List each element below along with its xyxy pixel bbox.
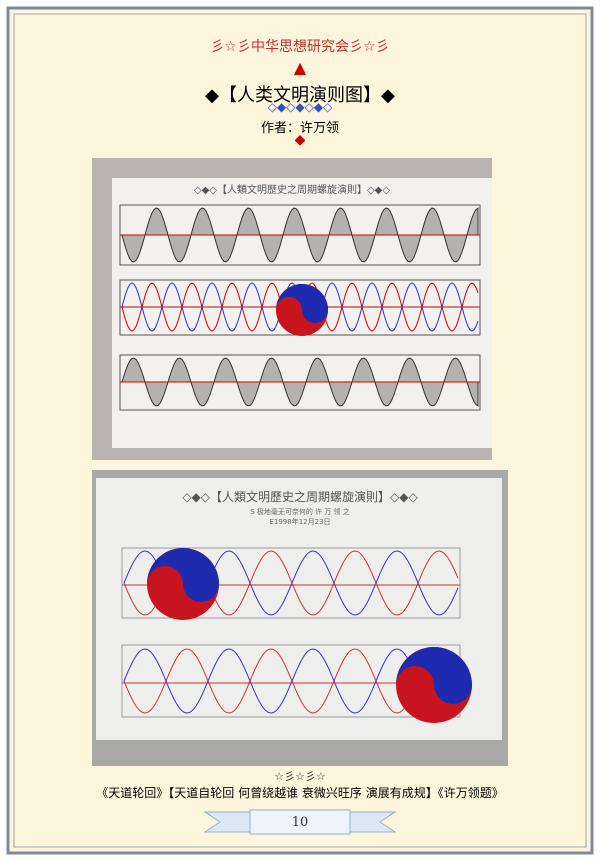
photo: [92, 158, 492, 460]
wave: [123, 648, 459, 714]
header-title: 彡☆彡中华思想研究会彡☆彡: [210, 39, 390, 55]
author: 作者：许万领: [260, 121, 339, 136]
photo-title: ◇◆◇【人類文明歷史之周期螺旋演則】◇◆◇: [193, 185, 391, 196]
page-number: 10: [291, 815, 309, 830]
heading: ◆【人类文明演则图】◆: [205, 85, 395, 106]
taiji: [147, 548, 219, 602]
ornament: ◇◆◇◆◇◆◇: [267, 100, 333, 114]
footer-ornament: ☆彡☆彡☆: [274, 770, 326, 783]
band: [121, 547, 461, 619]
photo-date: E1998年12月23日: [269, 518, 331, 526]
taiji: [396, 647, 472, 704]
photo-title: ◇◆◇【人類文明歷史之周期螺旋演則】◇◆◇: [182, 490, 418, 504]
taiji: [276, 284, 328, 323]
photo: [92, 470, 508, 766]
mark: ◆: [294, 132, 306, 148]
caption: 《天道轮回》【天道自轮回 何曾绕越谁 衰微兴旺序 演展有成规】《许万领题》: [96, 786, 504, 800]
mark: ▲: [293, 58, 307, 77]
photo-subtitle: S 极地毫无可奈何的 许 万 领 之: [250, 508, 350, 516]
